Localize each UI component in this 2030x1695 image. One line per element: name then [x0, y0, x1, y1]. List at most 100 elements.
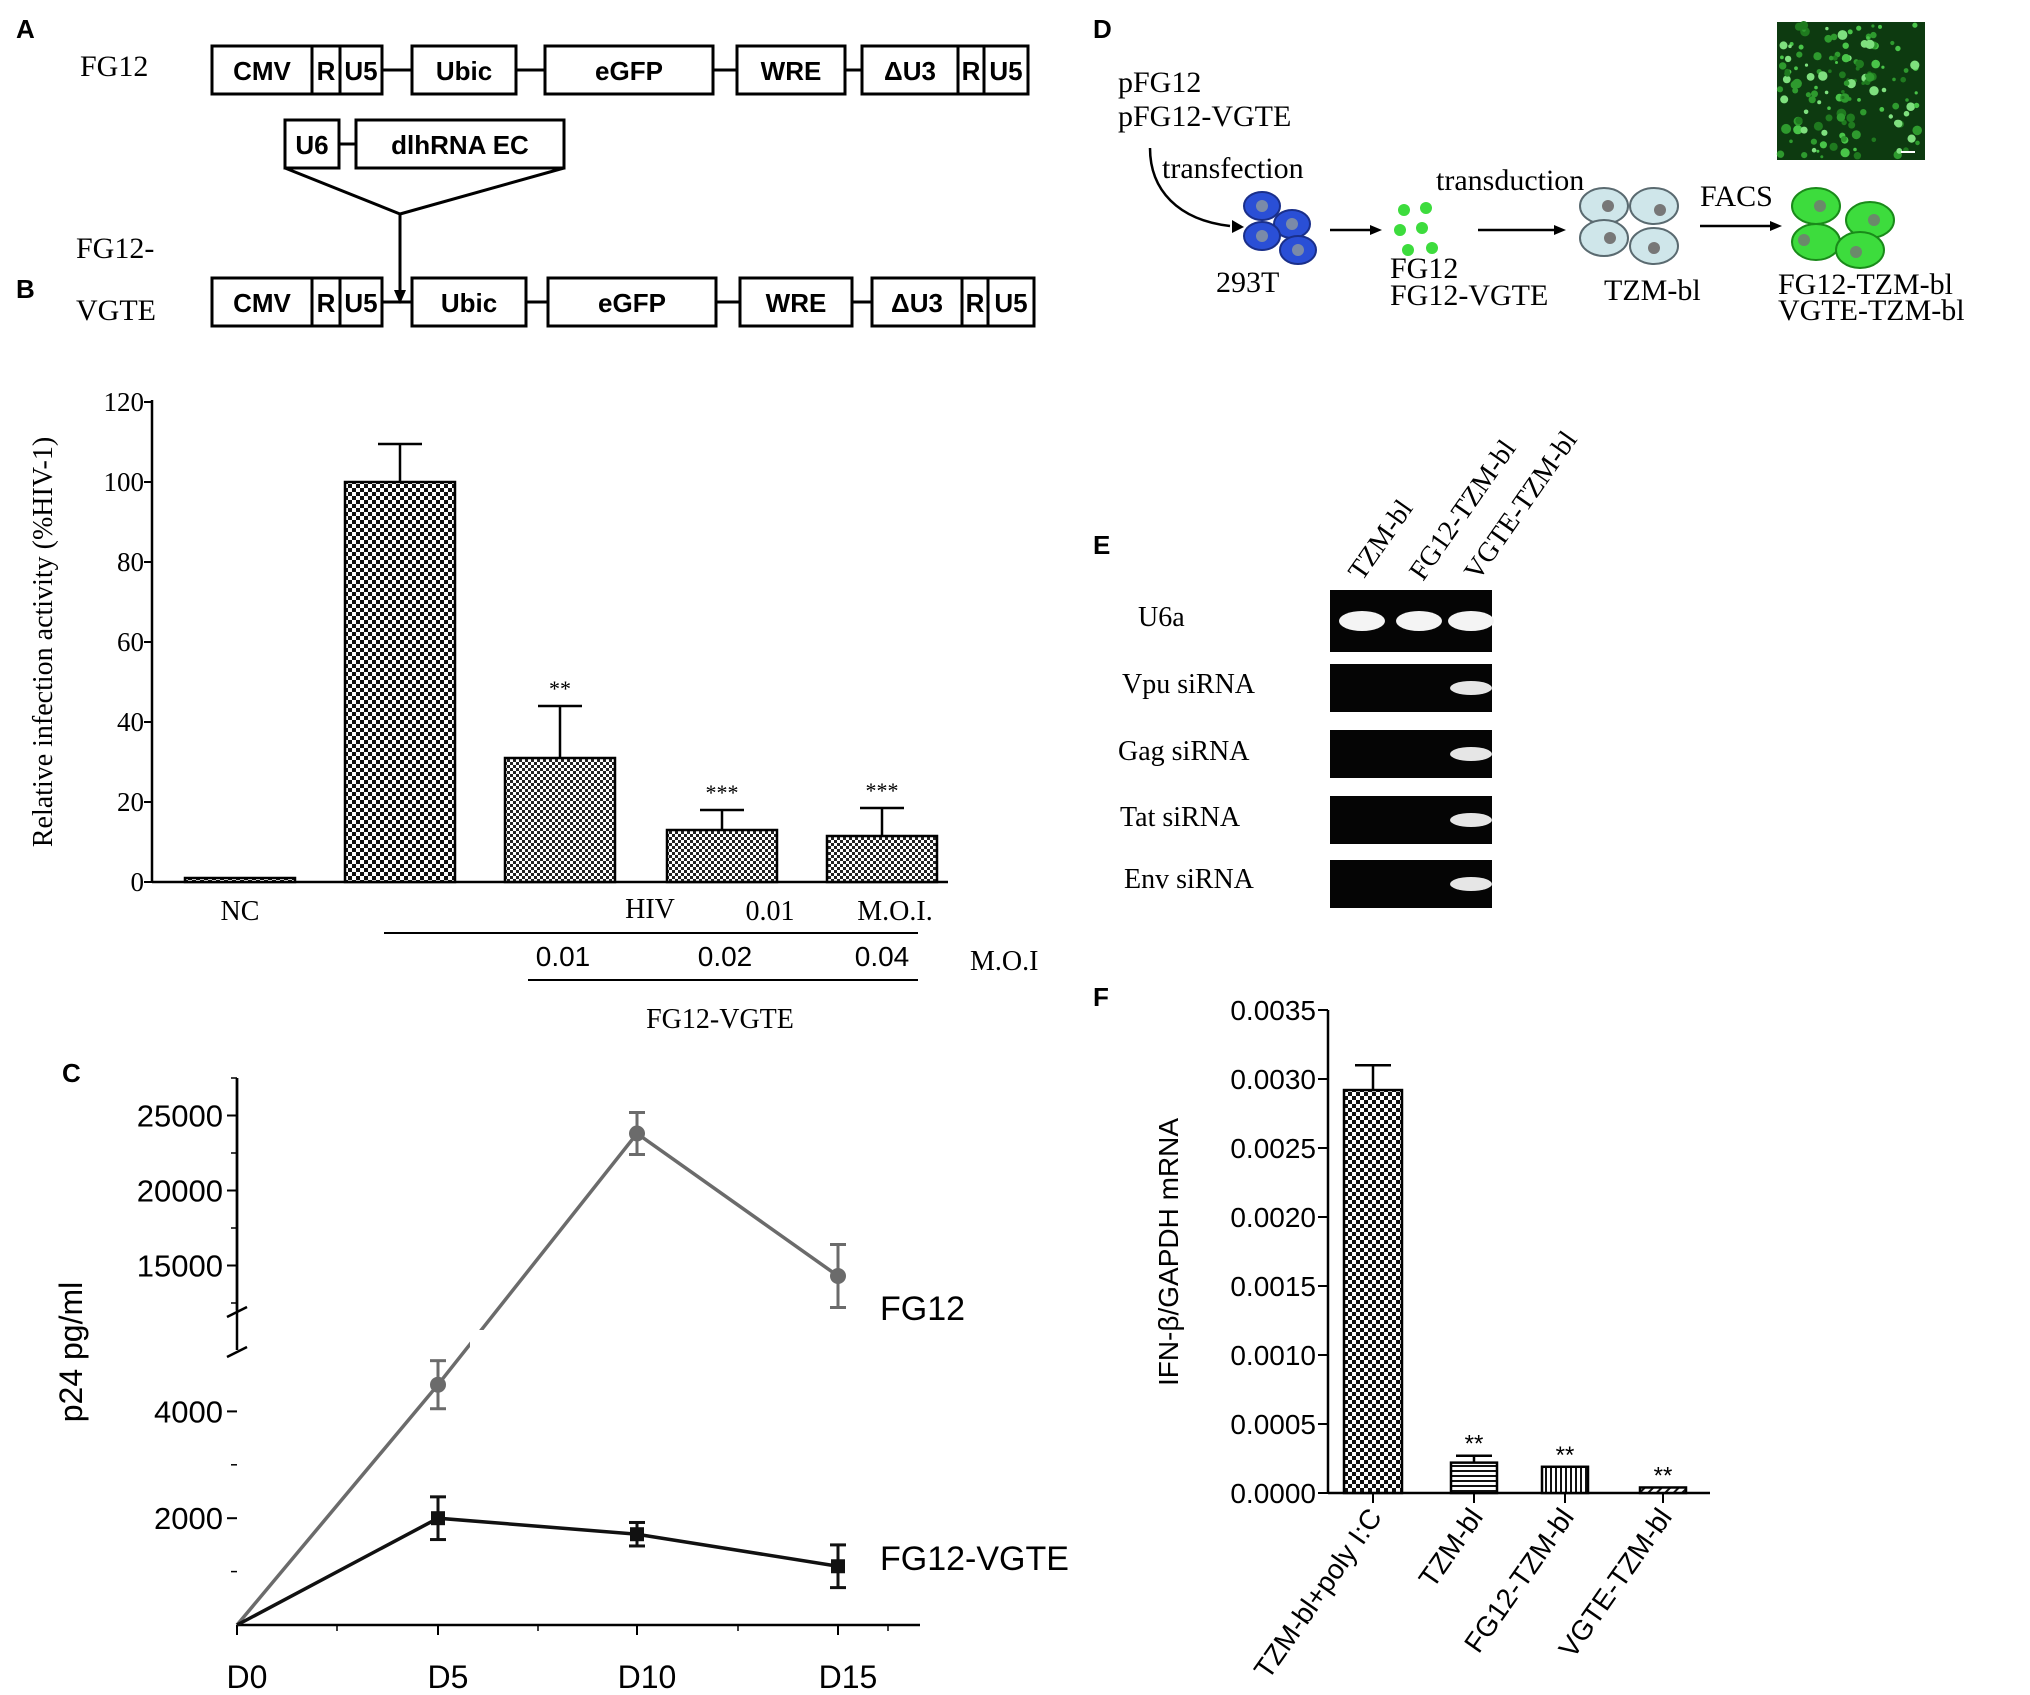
fluorescent-cell: [1821, 129, 1828, 136]
fluorescent-cell: [1816, 149, 1820, 153]
fluorescent-cell: [1846, 113, 1855, 123]
fluorescent-cell: [1894, 119, 1903, 128]
fluorescent-cell: [1879, 107, 1885, 112]
row1-r: R: [317, 56, 336, 86]
vgte-moi-label: 0.04: [855, 941, 910, 972]
fluorescent-cell: [1818, 71, 1828, 81]
panel-label-d: D: [1093, 14, 1112, 44]
tzm-cells: [1579, 187, 1679, 265]
y-tick-label: 15000: [137, 1249, 223, 1284]
plasmid-2: pFG12-VGTE: [1118, 100, 1291, 133]
fluorescent-cell: [1841, 90, 1845, 94]
fluorescent-cell: [1905, 98, 1909, 102]
fluorescent-cell: [1819, 141, 1827, 149]
fluorescent-cell: [1779, 41, 1788, 50]
gel-row-label-5: Env siRNA: [1124, 864, 1255, 895]
x-tick-label: TZM-bl+poly I:C: [1248, 1503, 1388, 1685]
panel-c-p24-chart: 2000 4000 15000 20000 25000 p24 pg/ml D0 D5 D10 D…: [53, 1077, 1069, 1695]
row2-cmv: CMV: [233, 288, 291, 318]
y-tick-label: 0.0000: [1230, 1478, 1316, 1509]
fluorescent-cell: [1841, 54, 1851, 63]
fluorescent-cell: [1888, 114, 1894, 119]
data-point: [629, 1125, 645, 1142]
bar: [503, 756, 617, 884]
fluorescent-cell: [1912, 125, 1922, 136]
insert-u6: U6: [295, 130, 328, 160]
fluorescent-cell: [1914, 91, 1918, 95]
row2-egfp: eGFP: [598, 288, 666, 318]
row2-du3: ΔU3: [891, 288, 943, 318]
fluorescent-cell: [1793, 125, 1803, 135]
fluorescent-cell: [1881, 65, 1885, 69]
vgte-moi-label: 0.02: [698, 941, 753, 972]
fluorescent-cell: [1913, 102, 1920, 109]
fluorescent-cell: [1857, 98, 1861, 102]
fluorescent-cell: [1840, 93, 1850, 103]
fluorescent-cell: [1910, 60, 1920, 70]
fluorescent-cell: [1790, 80, 1799, 89]
fluorescent-cell: [1839, 71, 1846, 79]
fluorescent-cell: [1856, 25, 1862, 31]
fluorescent-cell: [1805, 92, 1811, 98]
bar: [1342, 1088, 1404, 1495]
series-label: FG12-VGTE: [880, 1540, 1069, 1578]
x-tick-label: D0: [227, 1659, 268, 1695]
fluorescent-cell: [1784, 55, 1792, 63]
gel-band: [1448, 611, 1494, 631]
row2-label-1: FG12-: [76, 232, 154, 265]
fluorescent-cell: [1890, 40, 1895, 46]
fluorescent-cell: [1817, 100, 1822, 105]
gel-row-label-1: U6a: [1138, 602, 1185, 633]
fluorescent-cell: [1837, 30, 1848, 40]
fluorescent-cell: [1784, 68, 1790, 75]
fluorescent-cell: [1915, 140, 1920, 146]
fluorescent-cell: [1813, 52, 1822, 61]
significance-mark: **: [1654, 1462, 1673, 1489]
gel-band: [1450, 747, 1492, 761]
fluorescent-cell: [1808, 96, 1816, 104]
fluorescent-cell: [1841, 95, 1845, 100]
axis-break: [226, 1345, 248, 1359]
virus-1-label: FG12: [1390, 252, 1458, 285]
fluorescent-cell: [1847, 29, 1853, 35]
bar: [665, 828, 779, 884]
row1-ubic: Ubic: [436, 56, 492, 86]
panel-a-construct-map: FG12 CMV R U5 Ubic eGFP WRE ΔU3 R U5 U: [76, 44, 1036, 328]
output-1-label: FG12-TZM-bl: [1778, 268, 1953, 301]
fluorescent-cell: [1782, 75, 1791, 84]
fluorescent-cell: [1848, 121, 1856, 129]
fluorescent-cell: [1853, 147, 1857, 152]
y-tick-label: 20000: [137, 1174, 223, 1209]
significance-mark: **: [1556, 1442, 1575, 1469]
fluorescent-cell: [1851, 130, 1861, 140]
fluorescent-cell: [1796, 51, 1803, 58]
fluorescent-cell: [1906, 102, 1915, 111]
fluorescent-cell: [1801, 152, 1808, 159]
fluorescent-cell: [1840, 136, 1847, 142]
panel-d-workflow: pFG12 pFG12-VGTE transfection 293T trans…: [1118, 21, 1965, 327]
vgte-group-label: FG12-VGTE: [646, 1004, 794, 1035]
row2-ubic: Ubic: [441, 288, 497, 318]
fluorescent-cell: [1781, 123, 1792, 134]
series-label: FG12: [880, 1290, 965, 1328]
y-tick-label: 0.0015: [1230, 1271, 1316, 1302]
cmv-box: [210, 44, 314, 96]
data-point: [831, 1559, 845, 1574]
fluorescent-cell: [1853, 152, 1862, 160]
fluorescent-cell: [1903, 110, 1910, 117]
transduction-label: transduction: [1436, 164, 1584, 197]
insert-dlhrna: dlhRNA EC: [391, 130, 529, 160]
fluorescent-cell: [1835, 61, 1838, 64]
y-tick-label: 60: [117, 627, 144, 657]
fluorescent-cell: [1804, 63, 1809, 67]
hiv-moi-unit: M.O.I.: [857, 896, 932, 927]
virus-2-label: FG12-VGTE: [1390, 279, 1548, 312]
fluorescent-cell: [1866, 36, 1870, 40]
fluorescent-cell: [1794, 22, 1804, 31]
row2-wre: WRE: [766, 288, 827, 318]
data-point: [431, 1511, 445, 1526]
x-tick-label: TZM-bl: [1413, 1503, 1489, 1593]
y-tick-label: 80: [117, 547, 144, 577]
fluorescence-image: [1777, 22, 1925, 160]
y-tick-label: 25000: [137, 1099, 223, 1134]
